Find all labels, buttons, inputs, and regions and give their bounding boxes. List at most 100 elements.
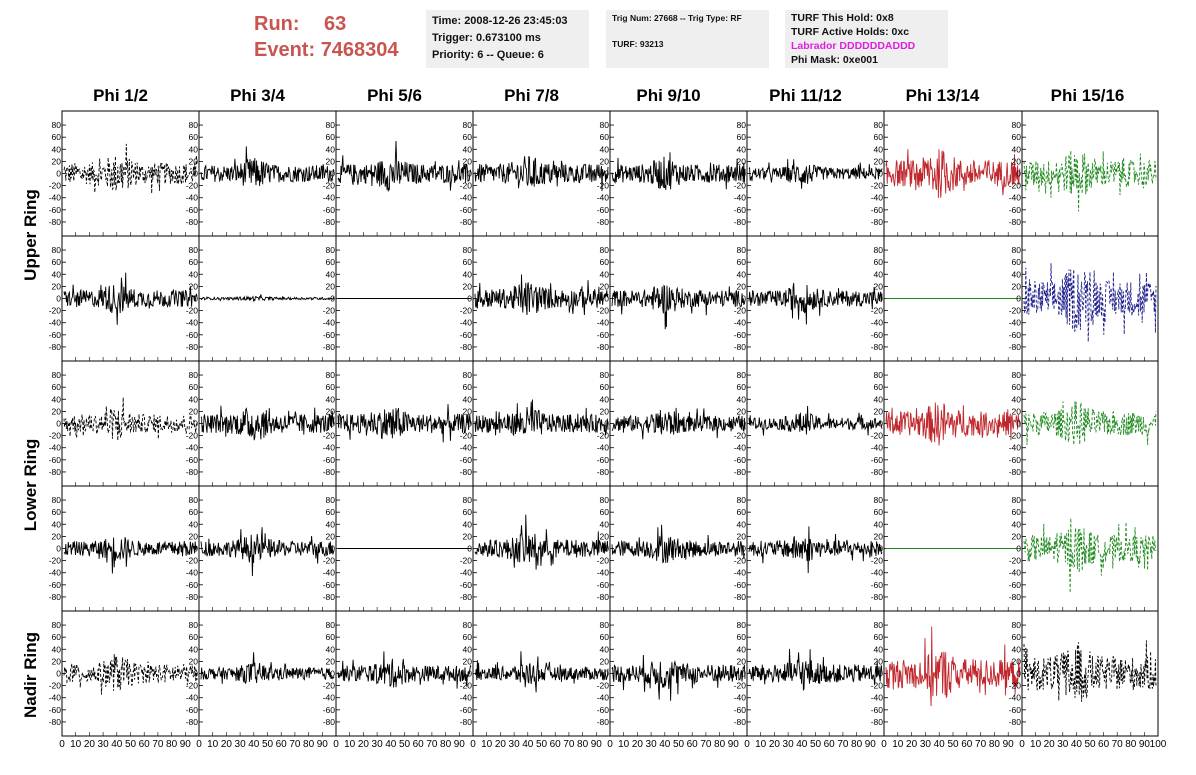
- x-tick-label: 30: [372, 739, 384, 750]
- y-tick-label: -80: [597, 342, 610, 352]
- waveform-trace: [611, 524, 746, 564]
- x-tick-label: 10: [755, 739, 767, 750]
- y-tick-label: 40: [326, 144, 336, 154]
- y-tick-label: 40: [600, 519, 610, 529]
- y-tick-label: 60: [463, 632, 473, 642]
- y-tick-label: 80: [326, 370, 336, 380]
- y-tick-label: 60: [189, 632, 199, 642]
- y-tick-label: 80: [600, 245, 610, 255]
- panel-r2-c5: 80 60 40 20 0 -20 -40 -60 -80: [597, 235, 748, 362]
- y-tick-label: 40: [52, 394, 62, 404]
- y-tick-label: -60: [49, 455, 62, 465]
- y-tick-label: 40: [1012, 144, 1022, 154]
- x-tick-label: 30: [783, 739, 795, 750]
- y-tick-label: -40: [460, 568, 473, 578]
- x-tick-label: 40: [934, 739, 946, 750]
- y-tick-label: 80: [1012, 495, 1022, 505]
- y-tick-label: 60: [737, 382, 747, 392]
- y-tick-label: -80: [871, 467, 884, 477]
- y-tick-label: -40: [1009, 568, 1022, 578]
- waveform-trace: [1023, 640, 1157, 702]
- x-tick-label: 0: [470, 739, 476, 750]
- panel-r4-c4: 80 60 40 20 0 -20 -40 -60 -80: [460, 485, 611, 612]
- y-tick-label: 0: [741, 419, 746, 429]
- y-tick-label: -40: [597, 443, 610, 453]
- waveform-trace: [1023, 263, 1157, 342]
- y-tick-label: 60: [52, 632, 62, 642]
- y-tick-label: -20: [49, 306, 62, 316]
- y-tick-label: 40: [52, 269, 62, 279]
- y-tick-label: 20: [463, 406, 473, 416]
- y-tick-label: -40: [1009, 318, 1022, 328]
- y-tick-label: -80: [323, 592, 336, 602]
- waveform-trace: [611, 152, 746, 190]
- y-tick-label: 0: [1016, 544, 1021, 554]
- y-tick-label: 40: [1012, 269, 1022, 279]
- y-tick-label: -60: [871, 330, 884, 340]
- panel-r2-c8: 80 60 40 20 0 -20 -40 -60 -80: [1009, 235, 1159, 362]
- y-tick-label: -80: [460, 217, 473, 227]
- panel-r2-c6: 80 60 40 20 0 -20 -40 -60 -80: [734, 235, 885, 362]
- y-tick-label: -80: [1009, 592, 1022, 602]
- y-tick-label: 40: [1012, 394, 1022, 404]
- waveform-trace: [748, 159, 883, 189]
- x-tick-label: 70: [1112, 739, 1124, 750]
- y-tick-label: 40: [463, 519, 473, 529]
- y-tick-label: -20: [871, 431, 884, 441]
- y-tick-label: 0: [193, 544, 198, 554]
- y-tick-label: 0: [193, 669, 198, 679]
- x-tick-label: 20: [84, 739, 96, 750]
- y-tick-label: 40: [737, 144, 747, 154]
- y-tick-label: 60: [189, 132, 199, 142]
- y-tick-label: 20: [737, 406, 747, 416]
- time-text: Time: 2008-12-26 23:45:03: [432, 15, 568, 27]
- y-tick-label: -60: [323, 330, 336, 340]
- y-tick-label: 40: [189, 144, 199, 154]
- y-tick-label: -40: [49, 443, 62, 453]
- y-tick-label: 40: [326, 269, 336, 279]
- y-tick-label: 60: [326, 257, 336, 267]
- y-tick-label: 20: [874, 156, 884, 166]
- y-tick-label: 0: [878, 294, 883, 304]
- y-tick-label: -40: [734, 693, 747, 703]
- y-tick-label: 20: [463, 281, 473, 291]
- turf-active-holds-text: TURF Active Holds: 0xc: [791, 26, 910, 38]
- x-tick-label: 90: [1003, 739, 1015, 750]
- x-tick-label: 70: [563, 739, 575, 750]
- panel-r4-c7: 80 60 40 20 0 -20 -40 -60 -80: [871, 485, 1023, 612]
- y-tick-label: 40: [1012, 519, 1022, 529]
- run-value: 63: [324, 13, 347, 35]
- y-tick-label: 80: [189, 370, 199, 380]
- y-tick-label: -80: [186, 467, 199, 477]
- y-tick-label: 0: [741, 169, 746, 179]
- panel-r3-c3: 80 60 40 20 0 -20 -40 -60 -80: [323, 360, 474, 487]
- y-tick-label: 60: [189, 507, 199, 517]
- y-tick-label: 80: [600, 370, 610, 380]
- column-header-phi-3-4: Phi 3/4: [230, 86, 285, 105]
- waveform-trace: [611, 407, 746, 440]
- y-tick-label: -80: [323, 342, 336, 352]
- column-header-phi-7-8: Phi 7/8: [504, 86, 559, 105]
- panel-r5-c7: 80 60 40 20 0 -20 -40 -60 -80: [871, 610, 1023, 737]
- y-tick-label: -40: [1009, 693, 1022, 703]
- y-tick-label: 40: [463, 644, 473, 654]
- y-tick-label: 40: [874, 269, 884, 279]
- x-tick-label: 80: [577, 739, 589, 750]
- x-tick-label: 70: [837, 739, 849, 750]
- y-tick-label: 20: [874, 531, 884, 541]
- y-tick-label: -80: [871, 217, 884, 227]
- y-tick-label: -80: [597, 467, 610, 477]
- run-event-block: Run: 63 Event: 7468304: [254, 11, 399, 63]
- x-tick-label: 0: [196, 739, 202, 750]
- waveform-trace: [474, 651, 609, 693]
- x-tick-label: 30: [1057, 739, 1069, 750]
- y-tick-label: 80: [600, 620, 610, 630]
- y-tick-label: 80: [326, 120, 336, 130]
- y-tick-label: 80: [463, 120, 473, 130]
- y-tick-label: 40: [463, 269, 473, 279]
- y-tick-label: -40: [460, 693, 473, 703]
- x-tick-label: 50: [399, 739, 411, 750]
- y-tick-label: 60: [189, 382, 199, 392]
- y-tick-label: -60: [49, 330, 62, 340]
